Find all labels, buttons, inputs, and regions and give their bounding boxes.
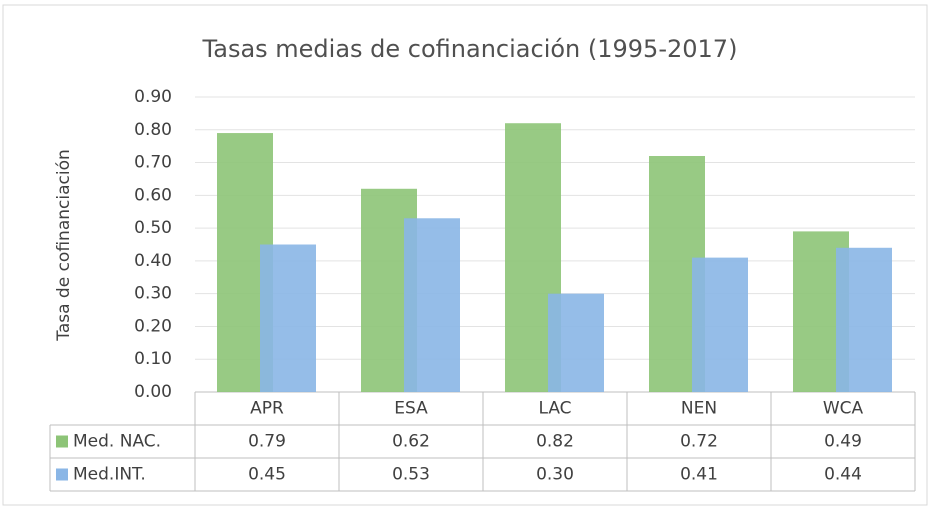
legend-label: Med.INT. — [73, 465, 146, 485]
chart-title: Tasas medias de cofinanciación (1995-201… — [202, 35, 738, 63]
table-value: 0.30 — [536, 465, 574, 485]
y-tick-label: 0.60 — [134, 185, 172, 205]
table-value: 0.72 — [680, 432, 718, 452]
y-tick-label: 0.40 — [134, 251, 172, 271]
y-tick-label: 0.90 — [134, 87, 172, 107]
x-tick-label: LAC — [538, 399, 571, 419]
y-tick-label: 0.10 — [134, 349, 172, 369]
bar — [404, 218, 460, 392]
x-tick-label: NEN — [681, 399, 717, 419]
bar — [836, 247, 892, 392]
y-tick-label: 0.80 — [134, 120, 172, 140]
bar — [692, 257, 748, 392]
chart-border — [2, 4, 928, 506]
y-tick-label: 0.70 — [134, 153, 172, 173]
legend-swatch — [56, 468, 68, 481]
table-value: 0.62 — [392, 432, 430, 452]
table-value: 0.41 — [680, 465, 718, 485]
bar — [260, 244, 316, 392]
x-tick-label: WCA — [823, 399, 864, 419]
legend-label: Med. NAC. — [73, 432, 161, 452]
x-tick-label: APR — [250, 399, 284, 419]
table-value: 0.53 — [392, 465, 430, 485]
y-tick-label: 0.00 — [134, 382, 172, 402]
bar — [548, 293, 604, 392]
table-value: 0.79 — [248, 432, 286, 452]
table-value: 0.44 — [824, 465, 862, 485]
y-tick-label: 0.50 — [134, 218, 172, 238]
legend-swatch — [56, 435, 68, 448]
x-tick-label: ESA — [394, 399, 428, 419]
y-tick-label: 0.20 — [134, 316, 172, 336]
table-value: 0.49 — [824, 432, 862, 452]
y-axis-label: Tasa de cofinanciación — [54, 149, 74, 341]
table-value: 0.82 — [536, 432, 574, 452]
y-tick-label: 0.30 — [134, 284, 172, 304]
table-value: 0.45 — [248, 465, 286, 485]
